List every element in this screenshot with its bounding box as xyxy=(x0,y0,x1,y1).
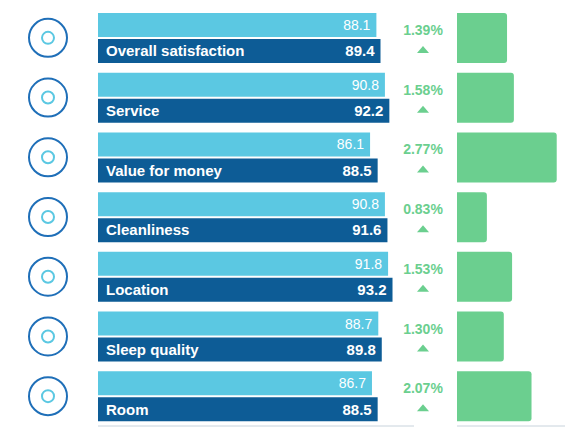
svg-text:86.7: 86.7 xyxy=(339,375,366,391)
svg-text:Room: Room xyxy=(106,401,149,418)
svg-text:91.6: 91.6 xyxy=(352,221,381,238)
svg-text:1.39%: 1.39% xyxy=(403,22,443,38)
svg-text:2.77%: 2.77% xyxy=(403,141,443,157)
svg-text:90.8: 90.8 xyxy=(352,196,379,212)
svg-text:89.8: 89.8 xyxy=(347,341,376,358)
svg-text:1.30%: 1.30% xyxy=(403,321,443,337)
svg-text:2.07%: 2.07% xyxy=(403,380,443,396)
svg-text:1.58%: 1.58% xyxy=(403,82,443,98)
svg-text:88.1: 88.1 xyxy=(343,17,370,33)
svg-text:86.1: 86.1 xyxy=(337,136,364,152)
svg-text:Service: Service xyxy=(106,102,159,119)
svg-text:89.4: 89.4 xyxy=(345,42,375,59)
svg-text:Location: Location xyxy=(106,281,169,298)
svg-text:1.53%: 1.53% xyxy=(403,261,443,277)
svg-text:88.7: 88.7 xyxy=(345,316,372,332)
svg-text:93.2: 93.2 xyxy=(357,281,386,298)
svg-text:0.83%: 0.83% xyxy=(403,201,443,217)
svg-text:88.5: 88.5 xyxy=(342,401,371,418)
svg-text:91.8: 91.8 xyxy=(355,256,382,272)
svg-text:Value for money: Value for money xyxy=(106,162,223,179)
svg-text:92.2: 92.2 xyxy=(354,102,383,119)
svg-text:Overall satisfaction: Overall satisfaction xyxy=(106,42,244,59)
svg-text:90.8: 90.8 xyxy=(352,77,379,93)
svg-text:Cleanliness: Cleanliness xyxy=(106,221,189,238)
svg-text:Sleep quality: Sleep quality xyxy=(106,341,199,358)
svg-text:88.5: 88.5 xyxy=(342,162,371,179)
